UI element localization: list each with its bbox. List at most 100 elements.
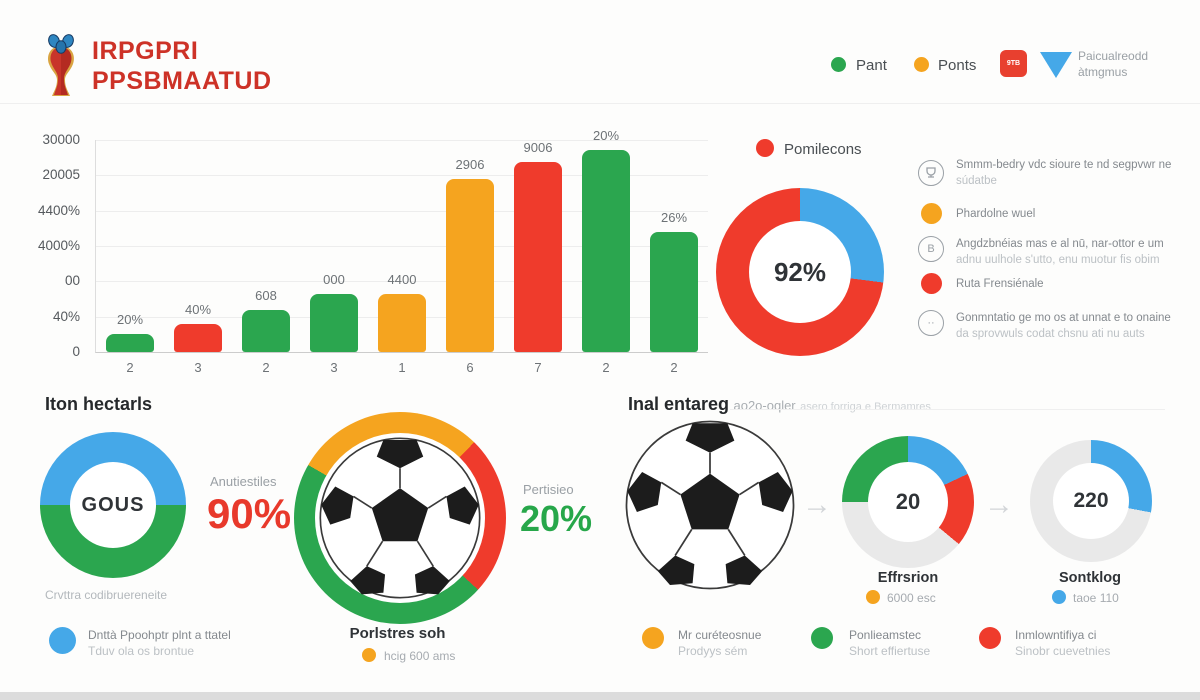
sontklog-sub-label: taoe 110 [1073,591,1119,605]
soccer-ball-image [625,420,795,590]
bar-category-label: 2 [602,360,610,375]
red-badge-icon: 9TB [1000,50,1027,77]
bar-value-label: 000 [323,272,345,288]
effrsrion-donut-value: 20 [895,489,921,514]
legend-label-triangle-line2: àtmgmus [1078,65,1128,79]
y-tick-label: 4000% [37,238,80,253]
list-item: Gonmntatio ge mo os at unnat e to onaine… [956,310,1171,342]
section-title-right-main: Inal entareg [628,394,730,414]
bar-value-label: 26% [660,209,688,225]
list-item-line2: súdatbe [956,175,997,187]
bar-value-label: 20% [116,312,144,328]
bottom-legend-line1: Ponlieamstec [849,628,922,642]
legend-label-ponts: Ponts [938,57,977,74]
bar [582,149,630,352]
effrsrion-donut-chart: 20 [842,436,974,568]
ball-ring-sub-label: hcig 600 ams [384,649,456,663]
bottom-legend-green: Ponlieamstec Short effiertuse [849,627,930,659]
bar-value-label: 40% [184,301,212,317]
sontklog-title: Sontklog [1058,570,1122,586]
badge-circle-icon: B [918,236,944,262]
legend-dot-orange [914,57,929,72]
sontklog-donut-value: 220 [1073,489,1109,512]
donut-hole [70,462,156,548]
gous-stat-label: Anutiestiles [210,474,277,489]
bar [242,309,290,352]
legend-label-triangle-line1: Paicualreodd [1078,49,1149,63]
participants-donut-chart: 92% [716,188,884,356]
bar-value-label: 20% [592,127,620,143]
effrsrion-title: Effrsrion [877,570,939,586]
bar-category-label: 2 [670,360,678,375]
worldcup-trophy-logo [48,34,74,96]
bar [174,323,222,352]
bar [514,161,562,352]
bar-category-label: 2 [126,360,134,375]
gous-caption: Crvttra codibruereneite [45,588,168,602]
grid-line [96,140,708,141]
list-item: Phardolne wuel [956,206,1035,222]
list-item-line1: Phardolne wuel [956,208,1036,220]
legend-dot-green [831,57,846,72]
section-divider [730,409,1165,410]
bar [378,294,426,352]
bar-category-label: 3 [330,360,338,375]
bottom-legend-red: Inmlowntifiya ci Sinobr cuevetnies [1015,627,1110,659]
gous-stat-value: 90% [207,490,292,537]
soccer-ball-icon [319,437,481,599]
bottom-legend-line1: Dnttà Ppoohptr plnt a ttatel [88,628,231,642]
effrsrion-sub-label: 6000 esc [887,591,936,605]
blue-dot-icon [49,627,76,654]
grid-line [96,210,708,212]
list-item-line2: adnu uulhole s'utto, enu muotur fis obim [956,254,1160,266]
sontklog-sub-dot [1052,590,1066,604]
bottom-legend-line2: Tduv ola os brontue [88,644,195,658]
legend-label-triangle: Paicualreodd àtmgmus [1078,48,1148,80]
bottom-legend-line2: Prodyys sém [678,644,748,658]
grid-line [96,281,708,283]
bottom-legend-orange: Mr curéteosnue Prodyys sém [678,627,761,659]
bar-chart-plot: 20% 2 40% 3 608 2 000 3 4400 1 2906 6 9006 7 20% 2 26% 2 [95,128,708,375]
gous-donut-chart: GOUS [40,432,186,578]
list-item-line1: Angdzbnéias mas e al nū, nar-ottor e um [956,238,1164,250]
donut-hole [1053,463,1129,539]
bar-category-label: 1 [398,360,406,375]
list-item-line1: Smmm-bedry vdc sioure te nd segpvwr ne [956,159,1172,171]
grid-line [96,175,708,177]
section-title-right: Inal entareg ao2o-oqler asero forriga e … [628,394,931,415]
list-item: Smmm-bedry vdc sioure te nd segpvwr ne s… [956,157,1171,189]
bottom-legend-line1: Inmlowntifiya ci [1015,628,1097,642]
red-dot-icon [979,627,1001,649]
y-tick-label: 4400% [37,202,80,218]
gous-donut-label: GOUS [81,493,145,516]
flow-arrow-icon: → [802,488,832,521]
bar-category-label: 2 [262,360,270,375]
bar-value-label: 608 [255,287,277,303]
ball-ring-donut-chart [294,412,506,624]
green-dot-icon [811,627,833,649]
bottom-legend-blue: Dnttà Ppoohptr plnt a ttatel Tduv ola os… [88,627,231,659]
bottom-strip [0,692,1200,700]
orange-dot-icon [642,627,664,649]
y-tick-label: 00 [64,273,80,289]
bar-value-label: 4400 [387,272,417,288]
grid-line [96,246,708,247]
pomilecons-legend-dot [756,139,774,157]
page-title-line2: PPSBMAATUD [92,67,272,95]
ellipsis-circle-icon: ·· [918,310,944,336]
list-item-line1: Ruta Frensiénale [956,278,1044,290]
y-tick-label: 40% [52,308,80,324]
bar-value-label: 9006 [523,139,553,155]
bottom-legend-line2: Sinobr cuevetnies [1015,644,1111,658]
donut-hole [749,221,851,323]
participants-donut-value: 92% [773,256,827,287]
bottom-legend-line1: Mr curéteosnue [678,628,762,642]
list-item-line1: Gonmntatio ge mo os at unnat e to onaine [956,312,1171,324]
trophy-circle-icon [918,160,944,186]
legend-label-pant: Pant [856,57,887,74]
bottom-legend-line2: Short effiertuse [849,644,931,658]
y-tick-label: 0 [72,344,80,359]
bar-category-label: 6 [466,360,474,375]
list-item: Angdzbnéias mas e al nū, nar-ottor e um … [956,236,1164,268]
